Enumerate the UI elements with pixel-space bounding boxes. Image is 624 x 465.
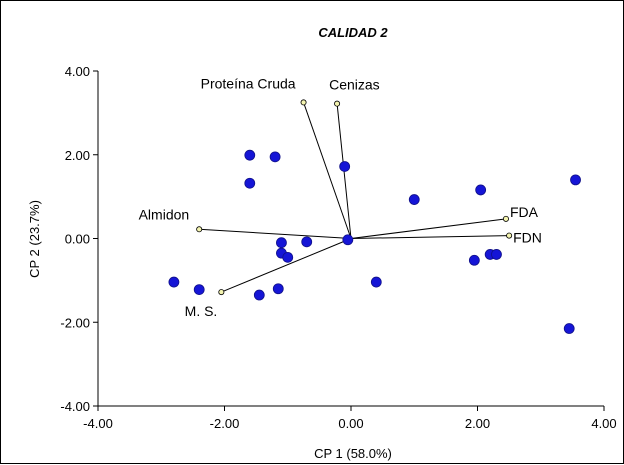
scatter-point [468,254,480,266]
variable-vectors: Proteína Cruda Cenizas Almidon M. S. FDA FDN [139,75,542,319]
chart-title: CALIDAD 2 [318,25,388,40]
x-tick-label: -2.00 [210,416,240,431]
vector-endpoint [300,99,307,106]
scatter-point [570,174,581,186]
vector-endpoint [196,226,203,233]
vector-endpoint [218,289,225,296]
vector-label: Proteína Cruda [201,75,296,91]
vector-endpoint [334,100,341,107]
y-tick-label: 4.00 [65,64,90,79]
x-axis-label: CP 1 (58.0%) [314,446,392,461]
scatter-point [272,283,284,295]
scatter-point [269,151,281,163]
scatter-point [370,276,382,288]
scatter-point [282,251,294,263]
scatter-point [408,194,420,205]
vector-label: M. S. [185,303,218,319]
y-tick-label: -2.00 [60,315,90,330]
y-tick-label: -4.00 [60,399,90,414]
vector-line [303,102,352,239]
vector-line [350,235,510,239]
scatter-point [276,237,287,249]
scatter-point [168,276,180,288]
vector-endpoint [506,232,513,239]
x-tick-label: -4.00 [83,416,113,431]
scatter-point [342,234,354,246]
vector-line [199,228,352,239]
scatter-point [253,289,265,301]
scatter-point [563,323,575,334]
observation-points [168,149,581,334]
x-tick-label: 4.00 [591,416,616,431]
scatter-point [244,177,256,189]
scatter-point [491,249,502,260]
y-tick-label: 0.00 [65,232,90,247]
axis-ticks: -4.00 -2.00 0.00 2.00 4.00 4.00 2.00 0.00 -2.00 -… [60,64,616,431]
scatter-point [475,184,487,196]
vector-line [221,238,352,293]
y-axis-label: CP 2 (23.7%) [27,200,42,278]
vector-label: FDA [510,204,539,220]
vector-label: Almidon [139,206,190,222]
vector-line [350,218,507,239]
vector-label: FDN [513,230,542,246]
x-tick-label: 2.00 [465,416,490,431]
vector-label: Cenizas [329,77,380,93]
scatter-point [301,236,313,248]
scatter-point [244,149,256,161]
scatter-point [339,161,351,172]
scatter-point [193,284,205,295]
vector-endpoint [502,215,509,222]
y-tick-label: 2.00 [65,148,90,163]
x-tick-label: 0.00 [338,416,363,431]
